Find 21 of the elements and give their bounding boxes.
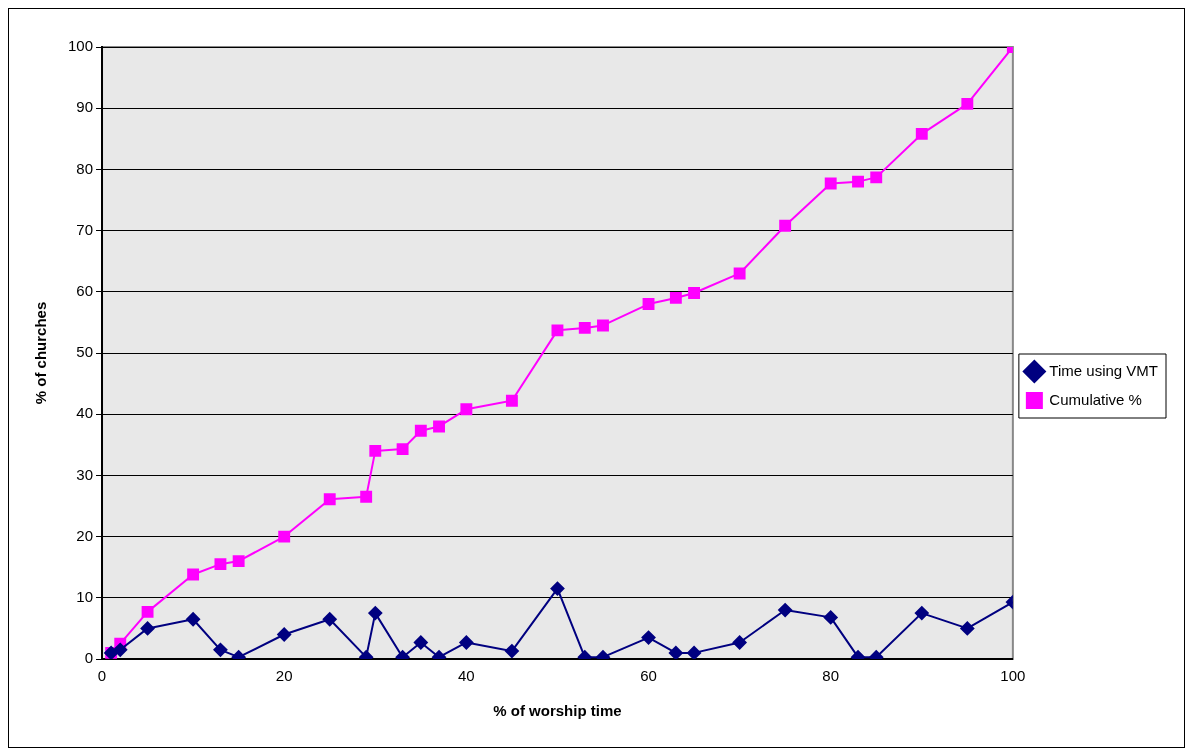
y-tick-label: 70 <box>76 220 94 238</box>
y-tick-label: 30 <box>76 465 94 483</box>
y-tick-label: 90 <box>76 98 94 116</box>
y-tick-label: 0 <box>84 649 94 667</box>
y-tick-label: 50 <box>76 343 94 361</box>
y-tick-label: 80 <box>76 159 94 177</box>
y-tick-label: 100 <box>68 37 94 55</box>
y-axis-title: % of churches <box>32 301 50 405</box>
x-tick-label: 20 <box>275 667 293 685</box>
legend-label: Time using VMT <box>1049 361 1159 379</box>
x-tick-label: 80 <box>822 667 840 685</box>
x-axis-title: % of worship time <box>493 702 622 720</box>
y-tick-label: 60 <box>76 281 94 299</box>
x-tick-label: 0 <box>97 667 107 685</box>
x-tick-label: 40 <box>458 667 475 685</box>
y-tick-label: 20 <box>76 526 94 544</box>
x-tick-label: 60 <box>640 667 657 685</box>
y-tick-label: 40 <box>76 404 94 422</box>
legend-label: Cumulative % <box>1049 390 1142 408</box>
x-tick-label: 100 <box>1000 667 1026 685</box>
y-tick-label: 10 <box>76 587 94 605</box>
